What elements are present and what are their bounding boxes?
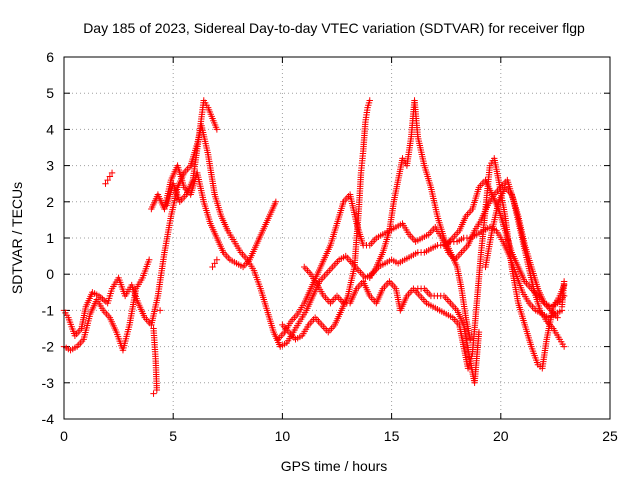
x-tick-label: 15 [384,428,400,444]
data-point [150,390,157,397]
data-point [156,307,164,314]
data-point [475,328,483,336]
y-tick-label: 2 [46,194,54,210]
y-tick-label: 1 [46,230,54,246]
data-point [560,278,568,285]
data-point [467,336,474,343]
x-tick-label: 5 [169,428,177,444]
chart-title: Day 185 of 2023, Sidereal Day-to-day VTE… [83,20,585,36]
data-marks [60,97,568,397]
data-point [272,198,280,205]
y-tick-label: -4 [42,411,55,427]
data-point [560,343,568,350]
series-track-5 [279,97,373,343]
data-point [108,169,116,177]
x-tick-label: 0 [60,428,68,444]
data-point [213,126,221,133]
series-track-10 [102,169,568,397]
data-point [104,176,111,184]
x-axis-label: GPS time / hours [281,458,388,474]
y-axis-label: SDTVAR / TECUs [9,182,25,294]
y-tick-label: 5 [46,85,54,101]
plot-frame [63,56,611,420]
y-tick-label: -3 [42,375,55,391]
data-point [145,256,153,263]
y-tick-label: 0 [46,266,54,282]
data-point [366,97,373,104]
series-track-2 [60,97,221,394]
data-point [102,180,109,187]
data-point [153,386,161,394]
series-track-7 [366,97,474,343]
series-track-6 [301,155,568,372]
data-point [211,260,218,267]
y-tick-label: 6 [46,49,54,65]
data-point [106,173,114,180]
y-tick-label: -2 [42,339,55,355]
y-tick-label: 3 [46,158,54,174]
x-tick-label: 10 [275,428,291,444]
series-track-1 [60,122,566,350]
y-tick-label: -1 [42,302,55,318]
series-track-3 [148,162,280,271]
data-point [209,263,216,271]
grid [64,57,610,419]
data-point [554,314,561,321]
data-point [213,256,221,263]
y-tick-label: 4 [46,121,54,137]
x-tick-label: 20 [493,428,509,444]
x-tick-label: 25 [602,428,618,444]
